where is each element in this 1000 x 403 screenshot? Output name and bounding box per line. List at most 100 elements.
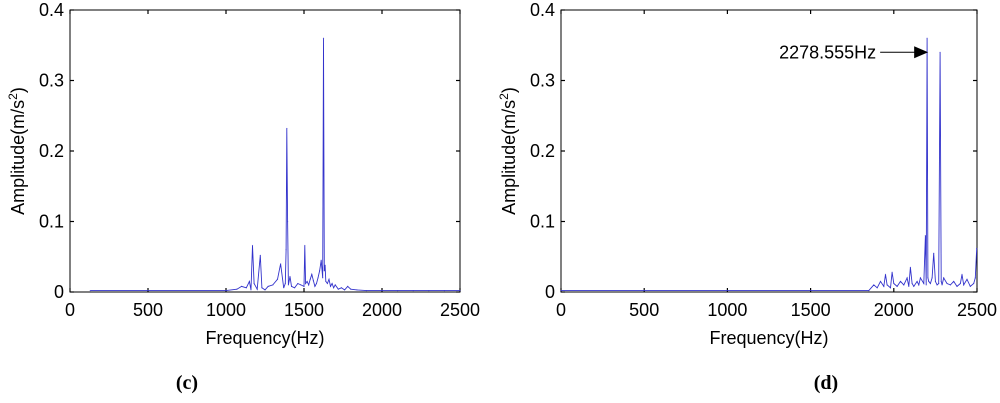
data-point <box>918 284 920 286</box>
data-point <box>959 282 961 285</box>
data-point <box>309 278 311 280</box>
data-point <box>956 285 958 287</box>
chart-panel-c: 0 500 1000 1500 2000 2500 0 0.1 0.2 0.3 0.4 Frequen… <box>6 0 480 348</box>
data-point <box>248 280 250 283</box>
data-point <box>324 264 326 266</box>
x-tick-label: 0 <box>556 300 566 320</box>
spectrum-line <box>561 38 978 292</box>
data-point <box>334 284 336 286</box>
data-point <box>961 273 963 275</box>
data-point <box>459 289 461 292</box>
plot-frame <box>560 9 978 293</box>
data-point <box>267 285 269 287</box>
data-point <box>287 284 289 286</box>
data-point <box>287 220 289 223</box>
data-point <box>940 280 942 283</box>
y-tick-label: 0.2 <box>39 141 64 161</box>
data-point <box>308 284 310 286</box>
data-point <box>976 247 978 249</box>
data-point <box>261 287 263 289</box>
x-tick-label: 0 <box>65 300 75 320</box>
data-point <box>928 280 930 283</box>
data-point <box>290 285 293 287</box>
data-point <box>412 289 414 292</box>
y-tick-label: 0.1 <box>39 212 64 232</box>
data-point <box>943 277 945 279</box>
y-tick-label: 0.4 <box>39 0 64 20</box>
data-point <box>306 280 308 283</box>
data-point <box>868 289 870 292</box>
data-point <box>963 284 965 286</box>
y-tick-label: 0.2 <box>530 141 555 161</box>
x-tick-label: 1000 <box>707 300 747 320</box>
data-point <box>896 285 898 287</box>
data-point <box>381 289 383 292</box>
data-point <box>340 287 343 289</box>
data-point <box>350 288 352 290</box>
data-point <box>365 289 367 292</box>
y-axis-label: Amplitude(m/s2) <box>6 87 28 215</box>
data-point <box>941 284 943 286</box>
annotation-label: 2278.555Hz <box>779 42 876 62</box>
x-tick-label: 2500 <box>957 300 997 320</box>
data-point <box>936 284 938 286</box>
data-point <box>919 277 922 279</box>
data-point <box>949 284 951 286</box>
panel-label-d: (d) <box>813 372 839 394</box>
x-tick-label: 1500 <box>791 300 831 320</box>
data-point <box>356 289 358 291</box>
annotation-arrow-head <box>914 46 929 59</box>
data-point <box>873 284 875 286</box>
data-point <box>938 282 940 285</box>
data-point <box>89 289 91 292</box>
data-point <box>953 280 955 283</box>
y-tick-label: 0 <box>54 282 64 302</box>
x-tick-label: 2000 <box>874 300 914 320</box>
data-point <box>256 288 258 290</box>
data-point <box>272 284 274 286</box>
data-point <box>289 275 291 278</box>
data-point <box>319 270 321 272</box>
data-point <box>879 280 882 283</box>
data-point <box>443 289 445 292</box>
data-point <box>347 285 349 287</box>
panel-label-c: (c) <box>175 372 199 394</box>
data-point <box>397 289 399 292</box>
data-point <box>294 287 296 289</box>
data-point <box>966 278 968 280</box>
data-point <box>908 285 910 287</box>
data-point <box>903 284 905 286</box>
data-point <box>343 289 346 291</box>
data-point <box>939 51 941 53</box>
data-point <box>884 273 887 275</box>
x-axis-label: Frequency(Hz) <box>205 328 324 348</box>
y-tick-label: 0.4 <box>530 0 555 20</box>
data-point <box>931 277 933 279</box>
y-axis-label: Amplitude(m/s2) <box>497 87 519 215</box>
y-tick-label: 0.1 <box>530 212 555 232</box>
data-point <box>303 285 305 287</box>
data-point <box>906 277 908 279</box>
data-point <box>911 282 913 285</box>
data-point <box>245 287 247 289</box>
y-tick-label: 0.3 <box>39 71 64 91</box>
x-tick-label: 2000 <box>362 300 402 320</box>
data-point <box>329 285 332 287</box>
x-tick-label: 500 <box>133 300 163 320</box>
data-point <box>323 270 325 272</box>
y-tick-label: 0 <box>545 282 555 302</box>
data-point <box>304 282 307 285</box>
data-point <box>891 271 893 273</box>
data-point <box>924 235 927 237</box>
data-point <box>331 282 333 285</box>
data-point <box>973 282 975 285</box>
data-point <box>285 249 287 251</box>
data-point <box>312 280 314 282</box>
data-point <box>925 284 927 286</box>
x-tick-label: 500 <box>629 300 659 320</box>
data-point <box>326 282 328 285</box>
data-point <box>276 278 279 280</box>
data-point <box>325 280 327 283</box>
data-point <box>337 288 339 290</box>
y-tick-label: 0.3 <box>530 71 555 91</box>
